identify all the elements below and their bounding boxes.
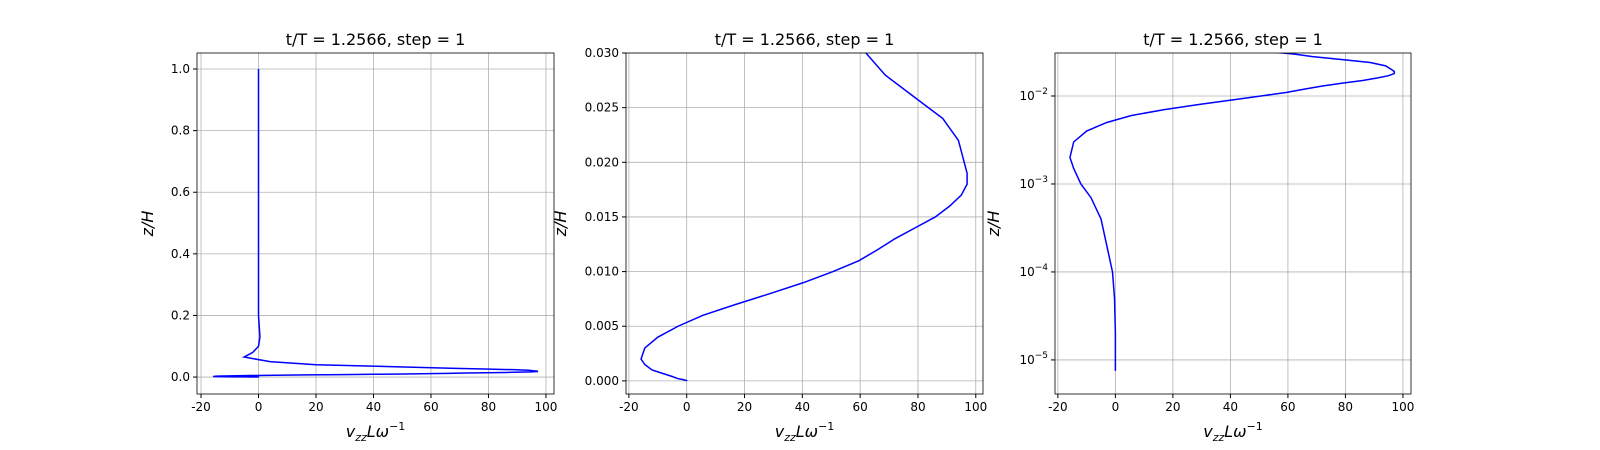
x-tick-label: -20 [619,400,639,414]
y-tick-label: 1.0 [171,62,190,76]
y-tick-label: 0.030 [585,46,619,60]
y-tick-label: 0.005 [585,319,619,333]
x-tick-label: 20 [308,400,323,414]
x-tick-label: 60 [853,400,868,414]
x-tick-label: 100 [964,400,987,414]
y-tick-label: 10−5 [1019,351,1048,367]
profile-line [213,69,539,378]
x-tick-label: 0 [683,400,691,414]
x-tick-label: 0 [255,400,263,414]
y-tick-label: 0.2 [171,308,190,322]
x-axis-label: vzzLω−1 [346,420,406,444]
x-axis-label: vzzLω−1 [775,420,835,444]
y-axis-label: z/H [984,211,1003,238]
x-tick-label: 40 [1223,400,1238,414]
x-tick-label: 20 [737,400,752,414]
y-tick-label: 0.0 [171,370,190,384]
x-tick-label: -20 [191,400,211,414]
y-tick-label: 0.020 [585,155,619,169]
x-tick-label: 100 [1391,400,1414,414]
subplot-title: t/T = 1.2566, step = 1 [1143,30,1323,49]
axes-frame [625,52,984,395]
x-tick-label: -20 [1048,400,1068,414]
y-axis-label: z/H [551,211,570,238]
profile-line [1069,53,1396,371]
y-axis-label: z/H [138,211,157,238]
y-tick-label: 10−2 [1019,87,1048,103]
subplot-title: t/T = 1.2566, step = 1 [286,30,466,49]
x-tick-label: 20 [1165,400,1180,414]
y-tick-label: 0.4 [171,247,190,261]
x-tick-label: 40 [795,400,810,414]
x-tick-label: 40 [366,400,381,414]
y-tick-label: 0.025 [585,101,619,115]
x-tick-label: 80 [1338,400,1353,414]
x-tick-label: 60 [423,400,438,414]
subplot-title: t/T = 1.2566, step = 1 [715,30,895,49]
x-tick-label: 0 [1112,400,1120,414]
axes-frame [1054,52,1412,395]
x-tick-label: 60 [1280,400,1295,414]
y-tick-label: 10−3 [1019,175,1048,191]
axes-frame [196,52,555,395]
y-tick-label: 0.6 [171,185,190,199]
y-tick-label: 0.010 [585,265,619,279]
x-axis-label: vzzLω−1 [1203,420,1263,444]
x-tick-label: 100 [534,400,557,414]
y-tick-label: 0.000 [585,374,619,388]
y-tick-label: 0.015 [585,210,619,224]
x-tick-label: 80 [910,400,925,414]
profile-line [640,53,968,382]
x-tick-label: 80 [481,400,496,414]
y-tick-label: 0.8 [171,124,190,138]
y-tick-label: 10−4 [1019,263,1048,279]
